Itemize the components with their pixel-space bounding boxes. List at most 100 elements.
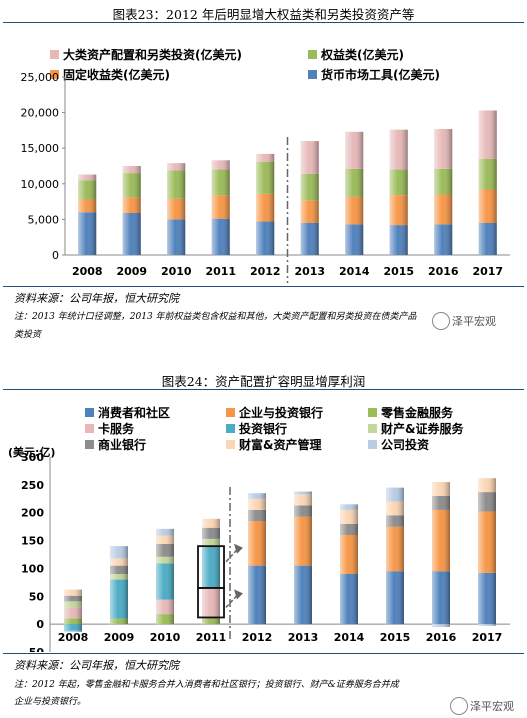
bar2-shade-2011-s5	[202, 538, 220, 547]
chart1: 货币市场工具(亿美元) 固定收益类(亿美元) 权益类(亿美元) 大类资产配置和另类投资…	[21, 47, 510, 283]
y1-tick-label-4: 20,000	[21, 107, 60, 120]
bar1-shade-2016-s1	[434, 194, 453, 225]
x2-tick-label-3: 2011	[196, 631, 227, 644]
figure1-source: 资料来源：公司年报，恒大研究院	[14, 292, 179, 305]
bar1-shade-2016-s0	[434, 224, 453, 255]
bar1-shade-2008-s2	[78, 180, 97, 200]
bar1-shade-2009-s1	[122, 197, 141, 213]
legend2-swatch-3	[85, 424, 94, 433]
bar2-shade-2014-s6	[340, 523, 358, 535]
figure1-note-line2: 类投资	[14, 330, 42, 340]
bar2-shade-2012-s0	[248, 565, 266, 625]
bar2-shade-2016-s0	[432, 571, 450, 625]
bar2-shade-2009-s8	[110, 546, 128, 559]
figure1-note-line1: 注：2013 年统计口径调整，2013 年前权益类包含权益和其他，大类资产配置和…	[14, 312, 417, 322]
bar2-shade-2017-s6	[478, 492, 496, 512]
y1-tick-label-1: 5,000	[28, 213, 60, 226]
bar2-shade-2013-s6	[294, 505, 312, 517]
bar1-shade-2011-s0	[211, 218, 230, 255]
bar1-shade-2013-s2	[300, 173, 319, 201]
bar1-shade-2017-s2	[478, 158, 497, 190]
x2-tick-label-8: 2016	[426, 631, 457, 644]
legend2-swatch-4	[226, 424, 235, 433]
bar2-shade-2017-s7	[478, 478, 496, 493]
legend2-swatch-2	[368, 408, 377, 417]
bar2-shade-2017-s0	[478, 572, 496, 625]
figure2-title-rule	[3, 389, 524, 390]
bar1-shade-2012-s2	[256, 161, 275, 194]
bar2-shade-2016-s7	[432, 482, 450, 496]
bar1-shade-2008-s0	[78, 212, 97, 255]
legend1-swatch-0	[308, 70, 317, 79]
bar2-shade-2011-s4	[202, 546, 220, 589]
bar2-shade-2009-s4	[110, 579, 128, 619]
bar2-shade-2011-s2	[202, 617, 220, 625]
bar1-shade-2017-s3	[478, 110, 497, 159]
bar2-shade-2008-s3	[64, 607, 82, 619]
x2-tick-label-6: 2014	[334, 631, 365, 644]
legend2-label-2: 零售金融服务	[380, 405, 454, 420]
x1-tick-label-1: 2009	[116, 265, 147, 278]
legend2-swatch-8	[368, 440, 377, 449]
y1-tick-label-2: 10,000	[21, 178, 60, 191]
bar2-shade-2008-s5	[64, 601, 82, 608]
bar2-shade-2014-s7	[340, 509, 358, 524]
legend2-swatch-7	[226, 440, 235, 449]
bar2-shade-2013-s1	[294, 516, 312, 566]
figure1-source-rule	[3, 286, 524, 287]
y2-axis-label: (美元:亿)	[8, 445, 55, 459]
bar2-shade-2009-s2	[110, 618, 128, 625]
figure2-note-line2: 企业与投资银行。	[14, 697, 87, 707]
legend2-label-7: 财富&资产管理	[238, 437, 321, 452]
arrow-head-0	[234, 543, 243, 554]
bar2-shade-2010-s5	[156, 556, 174, 564]
legend2-swatch-5	[368, 424, 377, 433]
y1-tick-label-0: 0	[52, 249, 59, 262]
arrow-line-1	[225, 594, 238, 608]
bar2-shade-2017-s8	[478, 624, 496, 626]
bar1-shade-2017-s0	[478, 222, 497, 255]
legend2-swatch-0	[85, 408, 94, 417]
legend1-swatch-1	[50, 70, 59, 79]
legend1-swatch-2	[308, 50, 317, 59]
watermark-text-1: 泽平宏观	[452, 315, 496, 328]
x1-tick-label-9: 2017	[472, 265, 503, 278]
y2-tick-label-5: 200	[21, 507, 44, 520]
bar1-shade-2009-s3	[122, 166, 141, 174]
bar2-shade-2015-s0	[386, 571, 404, 625]
bar1-shade-2016-s3	[434, 128, 453, 169]
bar2-shade-2008-s8	[64, 630, 82, 632]
bar2-shade-2009-s7	[110, 558, 128, 566]
bar2-shade-2014-s1	[340, 535, 358, 574]
bar2-shade-2015-s8	[386, 487, 404, 502]
x2-tick-label-1: 2009	[104, 631, 135, 644]
y1-tick-label-3: 15,000	[21, 142, 60, 155]
bar2-shade-2015-s6	[386, 515, 404, 527]
bar1-shade-2011-s2	[211, 169, 230, 196]
legend2-label-8: 公司投资	[381, 437, 429, 452]
bar1-shade-2017-s1	[478, 189, 497, 223]
bar1-shade-2008-s1	[78, 199, 97, 213]
y2-tick-label-1: 0	[36, 618, 44, 631]
bar1-shade-2009-s0	[122, 212, 141, 255]
bar2-shade-2016-s8	[432, 624, 450, 627]
x1-tick-label-6: 2014	[339, 265, 370, 278]
bar2-shade-2010-s7	[156, 535, 174, 544]
bar2-shade-2011-s6	[202, 527, 220, 539]
bar2-shade-2012-s7	[248, 498, 266, 510]
legend2-swatch-6	[85, 440, 94, 449]
bar2-shade-2010-s4	[156, 563, 174, 600]
legend1-label-1: 固定收益类(亿美元)	[63, 67, 170, 82]
bar2-shade-2015-s1	[386, 526, 404, 572]
bar2-shade-2017-s1	[478, 511, 496, 573]
wechat-icon	[432, 312, 450, 330]
bar2-shade-2010-s2	[156, 614, 174, 625]
bar1-shade-2014-s1	[345, 196, 364, 225]
bar1-shade-2011-s1	[211, 195, 230, 219]
arrow-head-1	[234, 589, 243, 600]
x1-tick-label-5: 2013	[294, 265, 325, 278]
legend2-label-0: 消费者和社区	[98, 405, 170, 420]
bar2-shade-2014-s0	[340, 574, 358, 625]
bar1-shade-2013-s1	[300, 200, 319, 223]
legend2-swatch-1	[226, 408, 235, 417]
